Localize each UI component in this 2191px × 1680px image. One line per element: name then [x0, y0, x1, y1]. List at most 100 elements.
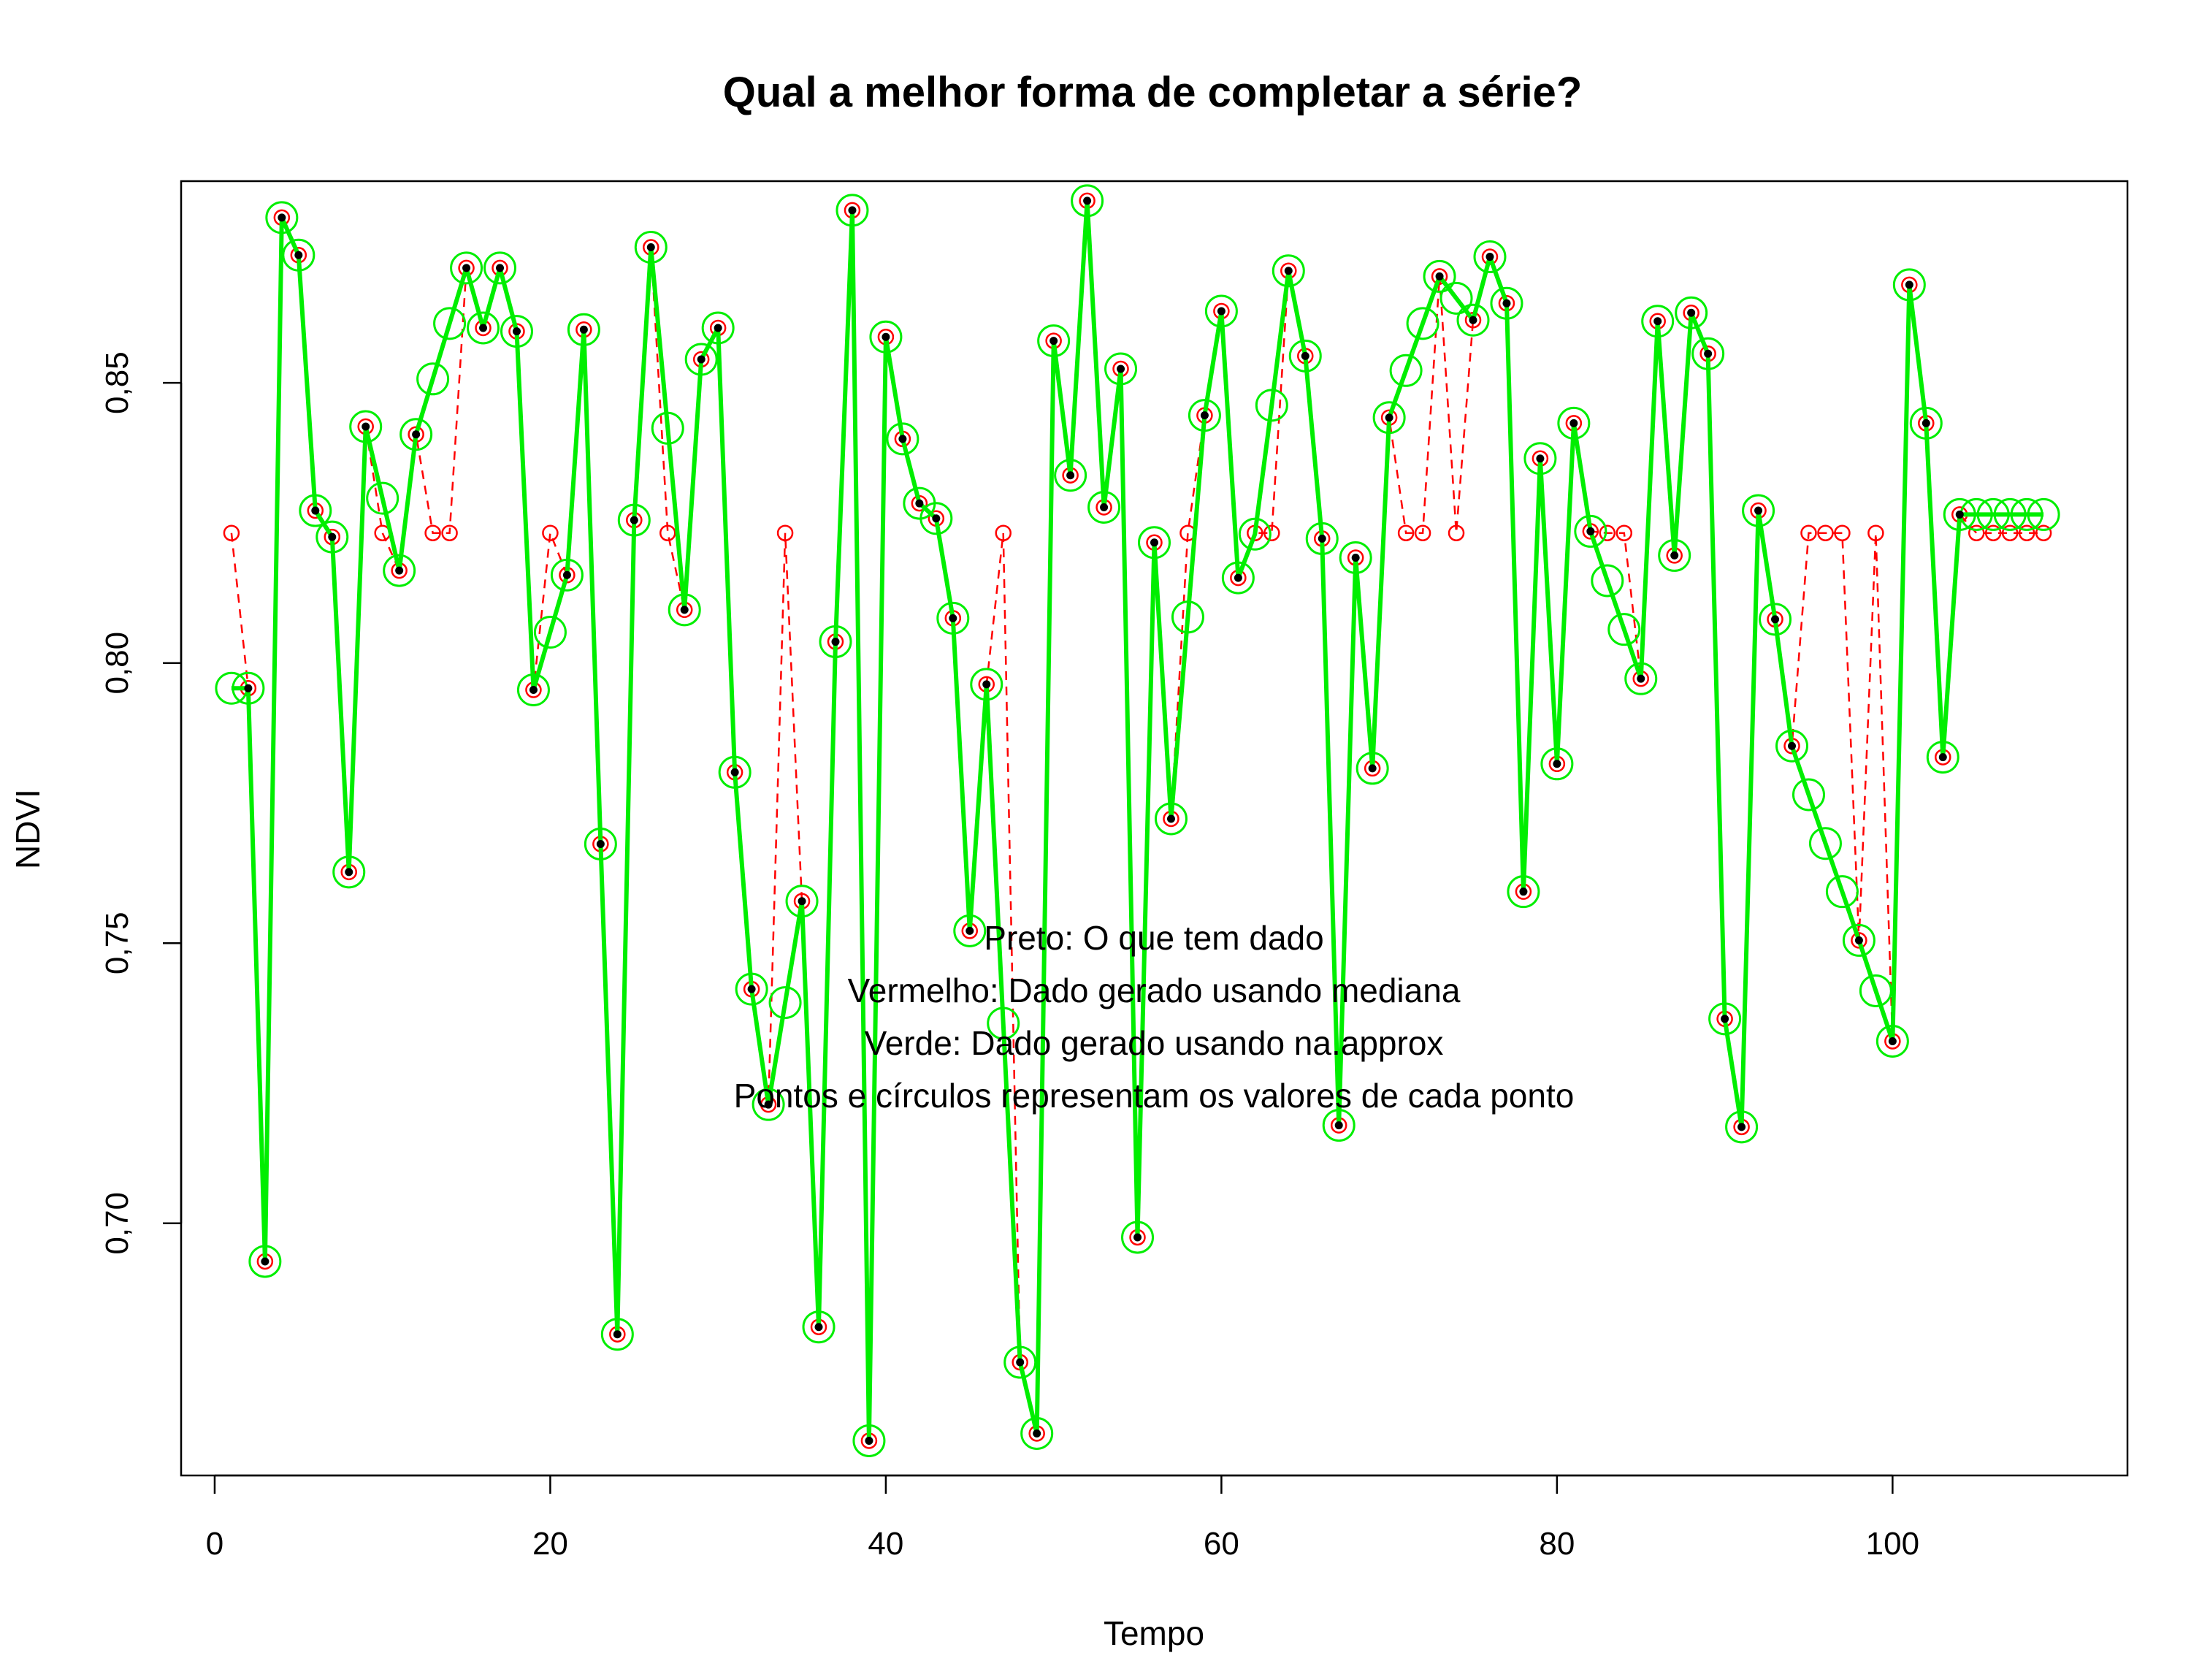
observed-point — [1536, 454, 1545, 463]
approx-point — [1557, 406, 1591, 440]
approx-point — [467, 311, 500, 345]
median-point — [1968, 524, 1985, 541]
observed-point — [1704, 349, 1713, 358]
approx-point — [1842, 923, 1875, 957]
median-point — [223, 524, 240, 541]
observed-point — [579, 325, 588, 334]
approx-point — [852, 1424, 886, 1457]
observed-point — [1150, 538, 1158, 547]
observed-point — [294, 251, 303, 259]
observed-point — [1586, 527, 1595, 535]
x-tick-label: 80 — [1539, 1526, 1575, 1562]
observed-point — [328, 532, 337, 541]
annotation-observed: Preto: O que tem dado — [984, 919, 1323, 957]
approx-point — [1775, 729, 1809, 763]
approx-point — [450, 251, 483, 285]
y-axis: 0,70 0,75 0,80 0,85 — [99, 351, 183, 1255]
observed-point — [1351, 553, 1360, 562]
chart-title: Qual a melhor forma de completar a série… — [723, 69, 1583, 116]
observed-point — [362, 422, 370, 431]
approx-point — [1288, 339, 1322, 373]
approx-point — [1204, 294, 1238, 328]
y-tick-label: 0,70 — [99, 1192, 135, 1255]
median-point — [1599, 524, 1616, 541]
annotation-median: Vermelho: Dado gerado usando mediana — [848, 971, 1461, 1009]
annotation-approx: Verde: Dado gerado usando na.approx — [865, 1024, 1444, 1062]
approx-point — [1255, 389, 1288, 422]
observed-point — [261, 1257, 269, 1266]
approx-point — [987, 1007, 1020, 1040]
approx-point — [936, 601, 970, 635]
median-point — [1984, 524, 2002, 541]
observed-point — [496, 264, 505, 272]
x-tick-label: 0 — [206, 1526, 223, 1562]
approx-point — [802, 1310, 836, 1344]
observed-point — [1334, 1121, 1343, 1130]
observed-point — [949, 614, 957, 622]
observed-point — [1217, 307, 1225, 316]
x-tick-label: 40 — [868, 1526, 903, 1562]
median-point — [659, 524, 676, 541]
approx-point — [668, 593, 701, 627]
approx-point — [684, 343, 718, 376]
approx-point — [1708, 1002, 1742, 1036]
observed-point — [395, 566, 404, 575]
approx-point — [1859, 974, 1892, 1007]
observed-point — [1519, 887, 1528, 896]
observed-point — [1234, 573, 1242, 582]
observed-point — [1670, 551, 1679, 560]
approx-point — [299, 494, 332, 527]
approx-point — [1104, 352, 1138, 386]
x-axis: 0 20 40 60 80 100 — [206, 1474, 1919, 1562]
approx-point — [718, 755, 752, 789]
observed-point — [630, 516, 638, 524]
approx-point — [1507, 875, 1540, 909]
median-point — [1448, 524, 1465, 541]
approx-point — [1121, 1221, 1155, 1254]
approx-point — [550, 558, 584, 592]
plot-area — [215, 184, 2060, 1457]
observed-point — [1854, 936, 1863, 944]
median-point — [542, 524, 559, 541]
approx-point — [701, 311, 735, 345]
approx-point — [1926, 741, 1959, 774]
observed-point — [596, 839, 605, 848]
approx-point — [1808, 827, 1842, 860]
x-tick-label: 20 — [532, 1526, 568, 1562]
approx-point — [1909, 406, 1943, 440]
approx-point — [1624, 662, 1658, 695]
median-point — [2018, 524, 2035, 541]
approx-point — [1792, 778, 1825, 812]
median-point — [1414, 524, 1431, 541]
observed-point — [730, 768, 739, 776]
approx-point — [516, 673, 550, 707]
approx-point — [1188, 399, 1221, 432]
median-point — [1615, 524, 1633, 541]
approx-point — [1691, 337, 1725, 370]
observed-point — [1469, 316, 1477, 324]
observed-point — [1200, 411, 1209, 420]
x-tick-label: 100 — [1866, 1526, 1919, 1562]
observed-point — [714, 324, 722, 332]
observed-point — [1788, 741, 1797, 750]
observed-point — [966, 926, 974, 935]
observed-point — [613, 1330, 622, 1339]
approx-point — [1540, 747, 1574, 781]
observed-point — [1385, 413, 1393, 422]
approx-point — [1221, 561, 1255, 595]
annotation-points: Pontos e círculos representam os valores… — [734, 1077, 1575, 1115]
x-tick-label: 60 — [1204, 1526, 1239, 1562]
observed-point — [1955, 510, 1964, 519]
observed-point — [798, 897, 806, 906]
observed-point — [1016, 1358, 1025, 1367]
observed-point — [479, 324, 488, 332]
approx-point — [1591, 564, 1624, 597]
approx-point — [2027, 497, 2060, 531]
approx-point — [752, 1088, 785, 1121]
approx-point — [1272, 254, 1305, 288]
observed-point — [697, 355, 706, 364]
approx-point — [1154, 802, 1188, 836]
observed-point — [1066, 471, 1075, 480]
approx-point — [836, 194, 869, 227]
approx-point — [735, 972, 768, 1006]
